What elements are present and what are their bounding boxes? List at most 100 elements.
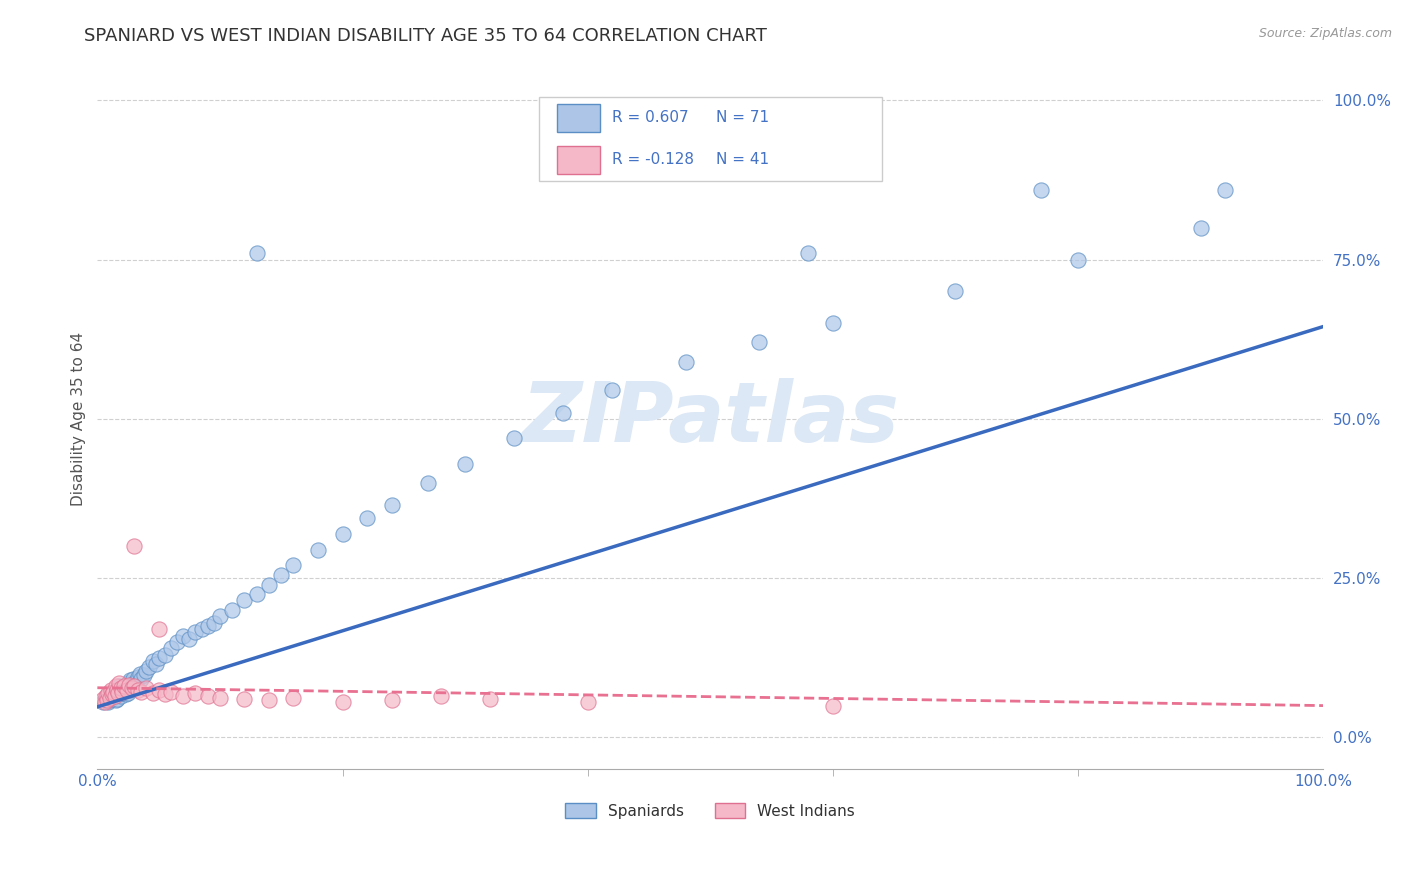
Point	[117, 676, 139, 690]
Point	[127, 670, 149, 684]
Point	[148, 622, 170, 636]
Point	[122, 539, 145, 553]
Point	[283, 558, 305, 573]
Point	[945, 285, 967, 299]
Point	[202, 615, 225, 630]
Point	[600, 383, 623, 397]
Point	[208, 690, 231, 705]
Point	[135, 681, 157, 695]
Point	[246, 587, 269, 601]
Point	[166, 635, 188, 649]
Point	[246, 246, 269, 260]
Point	[111, 686, 134, 700]
Point	[127, 682, 149, 697]
Point	[118, 678, 141, 692]
Point	[112, 682, 135, 697]
Text: ZIPatlas: ZIPatlas	[522, 378, 900, 459]
Point	[160, 684, 183, 698]
Point	[110, 689, 132, 703]
Point	[257, 693, 280, 707]
Point	[115, 680, 138, 694]
Point	[233, 692, 256, 706]
Point	[454, 457, 477, 471]
Point	[135, 664, 157, 678]
Point	[797, 246, 820, 260]
Point	[283, 690, 305, 705]
Legend: Spaniards, West Indians: Spaniards, West Indians	[560, 797, 862, 825]
Point	[98, 690, 121, 705]
Point	[105, 692, 128, 706]
Point	[107, 687, 129, 701]
Point	[101, 690, 124, 705]
Point	[104, 693, 127, 707]
Point	[118, 682, 141, 697]
Point	[184, 625, 207, 640]
Point	[381, 693, 404, 707]
Point	[107, 686, 129, 700]
Point	[103, 684, 125, 698]
Point	[221, 603, 243, 617]
Point	[103, 689, 125, 703]
Point	[103, 687, 125, 701]
Point	[1189, 220, 1212, 235]
Point	[748, 335, 770, 350]
Point	[132, 668, 155, 682]
Point	[172, 628, 194, 642]
Point	[101, 687, 124, 701]
Point	[104, 680, 127, 694]
Bar	[557, 145, 600, 174]
Text: R = 0.607: R = 0.607	[612, 110, 689, 125]
Point	[97, 695, 120, 709]
Point	[429, 689, 451, 703]
Point	[233, 593, 256, 607]
Point	[576, 695, 599, 709]
Point	[105, 682, 128, 697]
Point	[121, 681, 143, 695]
Text: SPANIARD VS WEST INDIAN DISABILITY AGE 35 TO 64 CORRELATION CHART: SPANIARD VS WEST INDIAN DISABILITY AGE 3…	[84, 27, 768, 45]
Text: N = 71: N = 71	[717, 110, 769, 125]
Point	[122, 676, 145, 690]
Point	[121, 680, 143, 694]
Point	[94, 689, 117, 703]
Point	[307, 542, 329, 557]
Point	[478, 692, 501, 706]
Point	[96, 693, 118, 707]
Point	[145, 657, 167, 672]
Point	[112, 684, 135, 698]
Bar	[538, 96, 882, 181]
Point	[153, 687, 176, 701]
Point	[122, 680, 145, 694]
Point	[93, 695, 115, 709]
Point	[110, 681, 132, 695]
Point	[108, 676, 131, 690]
Point	[120, 673, 142, 687]
Point	[105, 682, 128, 697]
Point	[197, 619, 219, 633]
Point	[103, 684, 125, 698]
Point	[104, 689, 127, 703]
Point	[197, 689, 219, 703]
Point	[117, 686, 139, 700]
Point	[153, 648, 176, 662]
Point	[418, 475, 440, 490]
Point	[1213, 183, 1236, 197]
Point	[122, 672, 145, 686]
Point	[108, 684, 131, 698]
Point	[270, 568, 292, 582]
Y-axis label: Disability Age 35 to 64: Disability Age 35 to 64	[72, 332, 86, 506]
Point	[821, 698, 844, 713]
Point	[184, 686, 207, 700]
Point	[112, 680, 135, 694]
Bar	[557, 103, 600, 132]
Text: Source: ZipAtlas.com: Source: ZipAtlas.com	[1258, 27, 1392, 40]
Point	[108, 680, 131, 694]
Point	[1067, 252, 1090, 267]
Point	[179, 632, 201, 646]
Text: N = 41: N = 41	[717, 153, 769, 167]
Point	[96, 689, 118, 703]
Point	[503, 431, 526, 445]
Point	[129, 666, 152, 681]
Point	[172, 689, 194, 703]
Point	[100, 682, 122, 697]
Point	[553, 405, 575, 419]
